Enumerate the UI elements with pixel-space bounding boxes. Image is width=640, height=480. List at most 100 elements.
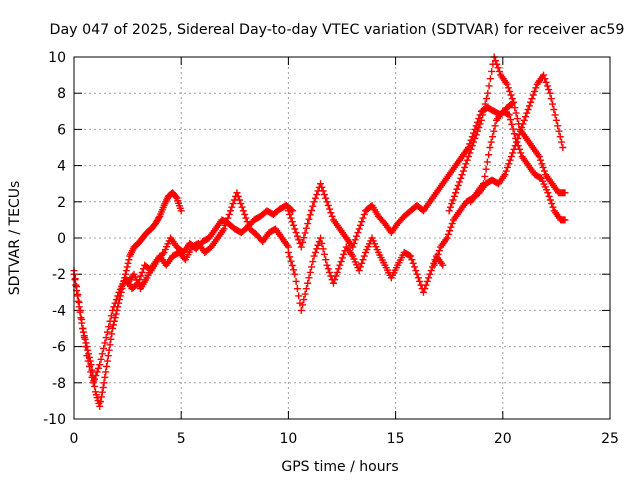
- data-point-interp: [546, 196, 554, 204]
- data-point-interp: [306, 268, 314, 276]
- data-point-interp: [525, 102, 533, 110]
- data-point-interp: [490, 127, 498, 135]
- data-point: [304, 220, 312, 228]
- data-point-interp: [358, 259, 366, 267]
- data-point-interp: [290, 221, 298, 229]
- data-point: [284, 248, 292, 256]
- data-point-interp: [356, 221, 364, 229]
- data-point-interp: [327, 209, 335, 217]
- data-point-interp: [301, 290, 309, 298]
- data-point-interp: [483, 95, 491, 103]
- data-point-interp: [318, 183, 326, 191]
- data-point-interp: [98, 388, 106, 396]
- data-point-interp: [474, 127, 482, 135]
- data-point-interp: [412, 267, 420, 275]
- data-point-interp: [326, 205, 334, 213]
- data-point-interp: [538, 160, 546, 168]
- data-point-interp: [536, 174, 544, 182]
- data-point-interp: [511, 104, 519, 112]
- data-point-interp: [311, 248, 319, 256]
- axis-ticks: 0 5 10 15 20 25 -10 -8 -6 -4 -2 0 2 4 6 8 10: [43, 50, 619, 447]
- data-point-interp: [353, 232, 361, 240]
- data-point: [284, 207, 292, 215]
- data-point-interp: [463, 156, 471, 164]
- data-point-interp: [468, 142, 476, 150]
- data-point-interp: [446, 227, 454, 235]
- data-point-interp: [446, 203, 454, 211]
- data-point-interp: [286, 253, 294, 261]
- data-point: [297, 243, 305, 251]
- data-point-interp: [300, 296, 308, 304]
- data-point-interp: [102, 368, 110, 376]
- data-point-interp: [236, 196, 244, 204]
- data-point-interp: [548, 200, 556, 208]
- data-point-interp: [508, 120, 516, 128]
- data-point: [458, 171, 466, 179]
- data-point-interp: [556, 133, 564, 141]
- data-point-interp: [94, 364, 102, 372]
- data-point-interp: [486, 75, 494, 83]
- data-point-interp: [542, 78, 550, 86]
- data-point: [413, 270, 421, 278]
- data-point: [102, 334, 110, 342]
- x-tick-label: 25: [601, 431, 619, 447]
- data-point-interp: [313, 245, 321, 253]
- data-point-interp: [97, 393, 105, 401]
- data-point-interp: [74, 290, 82, 298]
- data-point: [109, 325, 117, 332]
- data-point-interp: [507, 116, 515, 124]
- data-point-interp: [288, 262, 296, 270]
- data-point-interp: [540, 167, 548, 175]
- data-point-interp: [293, 285, 301, 293]
- data-point-interp: [522, 113, 530, 121]
- data-point-interp: [512, 109, 520, 117]
- data-point: [484, 89, 492, 97]
- data-point-interp: [337, 258, 345, 266]
- data-point-interp: [504, 84, 512, 92]
- y-tick-label: -4: [52, 303, 66, 319]
- data-point: [336, 261, 344, 269]
- data-point-interp: [360, 210, 368, 218]
- data-point: [233, 189, 241, 197]
- data-point-interp: [103, 363, 111, 371]
- data-point-interp: [221, 221, 229, 229]
- data-point: [304, 279, 312, 287]
- data-point-interp: [457, 174, 465, 182]
- data-point-interp: [107, 335, 115, 343]
- data-point-interp: [97, 355, 105, 363]
- data-point: [486, 144, 494, 151]
- data-point-interp: [450, 192, 458, 200]
- data-point: [74, 297, 82, 305]
- data-point-interp: [299, 301, 307, 309]
- data-point-interp: [524, 105, 532, 113]
- data-point: [520, 116, 528, 124]
- data-point: [407, 252, 415, 260]
- data-point-interp: [101, 339, 109, 347]
- data-point-interp: [476, 120, 484, 128]
- data-point-interp: [537, 156, 545, 164]
- data-point-interp: [431, 258, 439, 266]
- data-point-interp: [302, 285, 310, 293]
- y-tick-label: 8: [57, 86, 66, 102]
- data-point-interp: [82, 343, 90, 351]
- data-point-interp: [523, 109, 531, 117]
- data-point-interp: [101, 373, 109, 381]
- data-point-interp: [504, 110, 512, 118]
- data-point-interp: [318, 239, 326, 247]
- x-tick-label: 5: [177, 431, 186, 447]
- data-point-interp: [541, 75, 549, 83]
- data-point-interp: [410, 263, 418, 271]
- data-point-interp: [234, 192, 242, 200]
- data-point-interp: [324, 265, 332, 273]
- data-point-interp: [493, 60, 501, 68]
- data-point-interp: [322, 194, 330, 202]
- data-point-interp: [92, 372, 100, 380]
- data-point-interp: [228, 203, 236, 211]
- data-point: [512, 134, 520, 142]
- data-point-interp: [543, 82, 551, 90]
- data-point-interp: [338, 254, 346, 262]
- data-point: [96, 402, 104, 410]
- data-point: [323, 198, 331, 206]
- data-points: [70, 53, 569, 410]
- data-point-interp: [111, 314, 119, 322]
